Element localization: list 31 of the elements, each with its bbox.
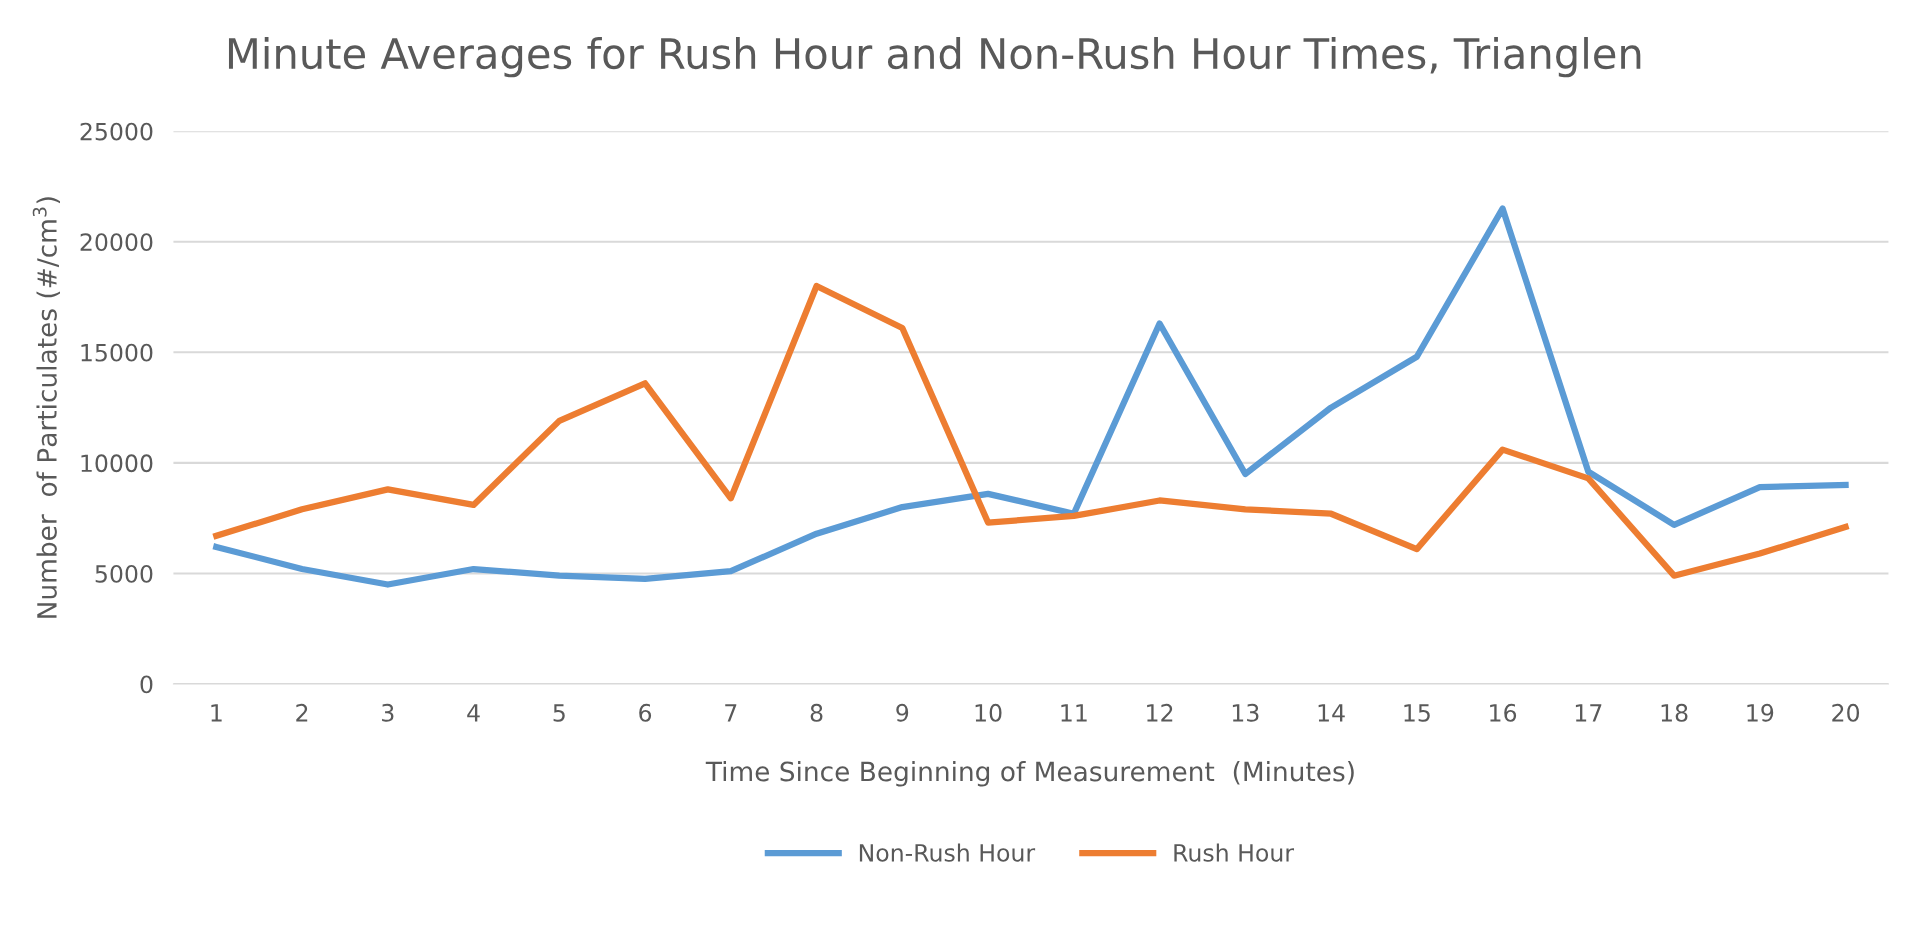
x-tick-label: 6: [639, 703, 652, 722]
x-axis-title: Time Since Beginning of Measurement (Minutes): [705, 761, 1354, 787]
x-tick-label: 4: [467, 704, 480, 722]
legend-label: Non-Rush Hour: [859, 843, 1036, 862]
x-tick-label: 11: [1061, 704, 1087, 722]
x-tick-label: 13: [1232, 703, 1259, 722]
legend-label: Rush Hour: [1174, 843, 1295, 862]
x-tick-label: 19: [1747, 703, 1774, 722]
x-tick-label: 2: [296, 703, 308, 722]
x-tick-label: 17: [1575, 704, 1602, 722]
y-tick-label: 15000: [81, 343, 153, 362]
x-tick-label: 15: [1404, 704, 1430, 722]
x-tick-label: 18: [1661, 703, 1688, 722]
x-tick-label: 7: [725, 704, 737, 722]
y-tick-label: 0: [140, 675, 153, 694]
x-tick-label: 16: [1490, 703, 1517, 722]
chart-title: Minute Averages for Rush Hour and Non-Rush Hour Times, Trianglen: [228, 37, 1641, 78]
x-tick-label: 14: [1318, 704, 1345, 722]
x-tick-label: 5: [553, 704, 565, 722]
x-tick-label: 8: [810, 703, 823, 722]
x-tick-label: 1: [211, 704, 222, 722]
y-tick-label: 10000: [81, 454, 153, 473]
y-tick-label: 20000: [80, 233, 153, 252]
x-tick-label: 12: [1147, 703, 1173, 722]
x-tick-label: 9: [896, 703, 909, 722]
x-tick-label: 10: [975, 703, 1002, 722]
x-tick-label: 3: [382, 703, 394, 722]
x-tick-label: 20: [1832, 703, 1860, 722]
y-axis-title: Number of Particulates (#/cm$^{3}$): [32, 197, 60, 618]
y-tick-label: 25000: [80, 122, 153, 141]
y-tick-label: 5000: [95, 564, 153, 583]
